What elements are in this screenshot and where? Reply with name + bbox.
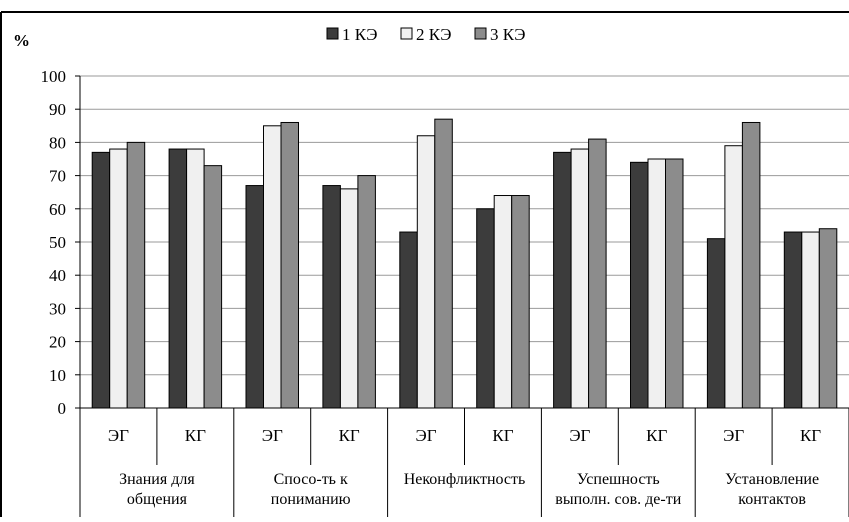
bar-2 [109,148,128,409]
x-axis-labels: ЭГ КГ ЭГ КГ ЭГ КГ ЭГ КГ ЭГ КГ Знания для общения Спо… [108,426,821,508]
bar-2 [801,231,820,409]
y-tick-label: 50 [49,233,66,252]
y-tick-label: 100 [41,67,67,86]
y-tick-label: 80 [49,133,66,152]
y-tick-label: 70 [49,167,66,186]
x-category-label: ЭГ [416,426,437,445]
x-category-label: ЭГ [108,426,129,445]
axes [79,76,849,517]
bar-1 [783,231,803,409]
bar-3 [434,118,453,409]
bar-1 [245,185,264,409]
x-category-label: КГ [646,426,667,445]
bars [91,118,838,409]
x-group-label: Установление контактов [725,471,819,508]
bar-3 [203,165,223,409]
bar-2 [263,125,282,409]
bar-3 [588,138,607,409]
bar-2 [416,135,436,409]
y-tick-label: 30 [49,299,66,318]
bar-3 [280,121,299,409]
bar-2 [339,188,359,409]
bar-2 [647,158,666,409]
y-tick-label: 60 [49,200,66,219]
y-axis-ticks: 0 10 20 30 40 50 60 70 80 90 100 [41,67,80,418]
x-group-label: Успешность выполн. сов. де-ти [555,471,681,508]
bar-1 [706,238,726,409]
x-category-label: ЭГ [569,426,590,445]
x-category-label: КГ [800,426,821,445]
x-group-label: Спосо-ть к пониманию [271,471,351,508]
bar-1 [399,231,418,409]
bar-2 [724,145,743,409]
x-category-label: ЭГ [262,426,283,445]
bar-3 [357,175,376,409]
bar-1 [322,185,341,409]
y-tick-label: 20 [49,333,66,352]
legend-label-3: 3 КЭ [490,25,526,44]
bar-1 [553,151,572,409]
bar-2 [186,148,205,409]
x-group-label: Знания для общения [119,471,195,508]
y-tick-label: 90 [49,100,66,119]
y-tick-label: 40 [49,266,66,285]
y-axis-title: % [13,31,30,50]
bar-3 [126,141,146,409]
x-category-label: КГ [339,426,360,445]
y-tick-label: 0 [58,399,67,418]
bar-3 [511,195,530,409]
legend-swatch-3 [474,27,487,40]
legend-label-2: 2 КЭ [416,25,452,44]
legend-swatch-1 [326,27,339,40]
bar-1 [476,208,495,409]
legend-swatch-2 [400,27,413,40]
bar-3 [818,228,838,409]
legend: 1 КЭ 2 КЭ 3 КЭ [326,25,526,44]
x-category-label: КГ [185,426,206,445]
bar-1 [91,151,111,409]
x-group-label: Неконфликтность [404,471,526,488]
bar-1 [630,161,649,409]
y-tick-label: 10 [49,366,66,385]
bar-2 [493,195,513,409]
bar-3 [665,158,684,409]
bar-2 [570,148,590,409]
bar-1 [168,148,188,409]
x-category-label: КГ [492,426,513,445]
x-category-label: ЭГ [723,426,744,445]
bar-3 [741,121,761,409]
legend-label-1: 1 КЭ [342,25,378,44]
